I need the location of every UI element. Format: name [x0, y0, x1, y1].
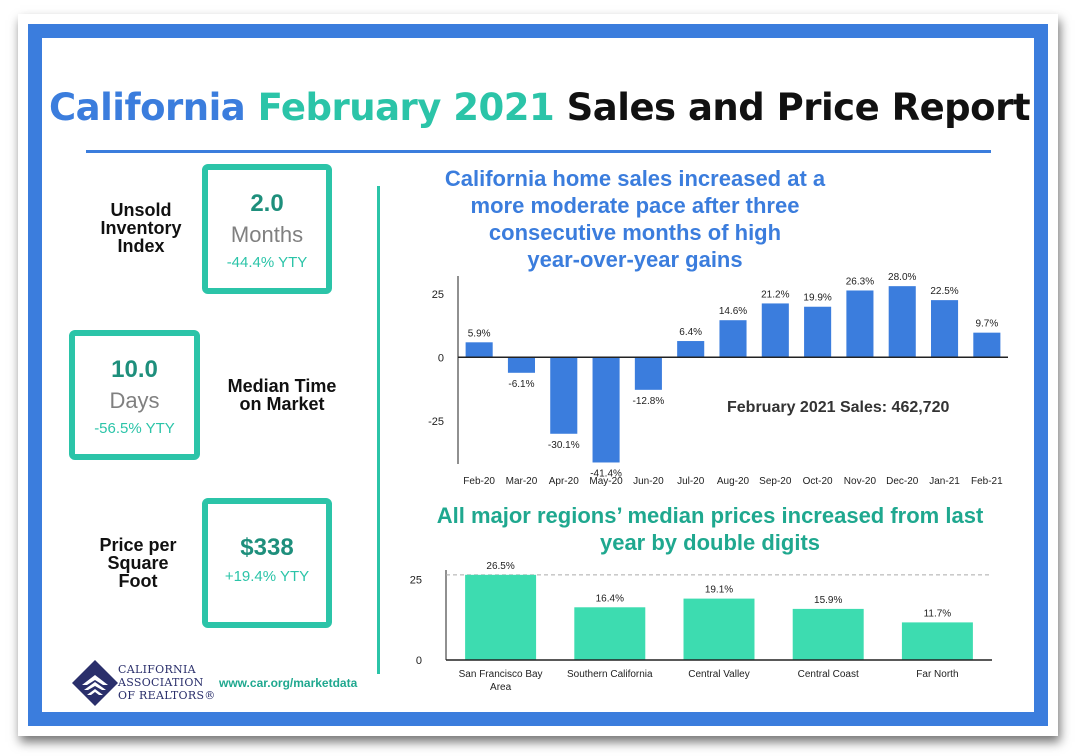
kpi-dom-value: 10.0	[111, 356, 158, 383]
kpi-ppsf-box: $338 +19.4% YTY	[202, 498, 332, 628]
title-period: February 2021	[257, 86, 555, 129]
data-label-May-20: -41.4%	[590, 468, 622, 479]
title-divider	[86, 150, 991, 153]
x-tick-label-region-4-0: Far North	[916, 669, 958, 680]
x-tick-label-Jan-21: Jan-21	[929, 476, 960, 487]
sales-chart: 250-255.9%Feb-20-6.1%Mar-20-30.1%Apr-20-…	[428, 272, 1008, 487]
bar-Jun-20	[634, 357, 662, 390]
bar-Mar-20	[507, 357, 535, 373]
x-tick-label-Aug-20: Aug-20	[717, 476, 750, 487]
x-tick-label-Jun-20: Jun-20	[633, 476, 664, 487]
bar-Sep-20	[761, 303, 789, 358]
bar-Oct-20	[804, 306, 832, 358]
kpi-ppsf-value: $338	[240, 534, 294, 561]
kpi-inventory-box: 2.0 Months -44.4% YTY	[202, 164, 332, 294]
data-label-Dec-20: 28.0%	[888, 272, 916, 283]
kpi-dom-box: 10.0 Days -56.5% YTY	[69, 330, 200, 460]
data-label-region-0: 26.5%	[486, 562, 514, 572]
data-label-region-2: 19.1%	[705, 585, 733, 596]
x-tick-label-Feb-21: Feb-21	[971, 476, 1003, 487]
bar-region-2	[683, 598, 755, 660]
bar-Apr-20	[550, 357, 578, 434]
data-label-Sep-20: 21.2%	[761, 289, 789, 300]
sales-annotation: February 2021 Sales: 462,720	[727, 399, 949, 416]
bar-region-4	[901, 622, 973, 660]
data-label-Nov-20: 26.3%	[846, 276, 874, 287]
bar-Jul-20	[677, 341, 705, 358]
kpi-inventory-label: Unsold Inventory Index	[100, 200, 182, 256]
bar-region-3	[792, 608, 864, 660]
bar-region-0	[465, 574, 537, 660]
x-tick-label-Dec-20: Dec-20	[886, 476, 919, 487]
y-tick-label-1: 0	[438, 352, 444, 364]
data-label-Apr-20: -30.1%	[548, 440, 580, 451]
kpi-inventory-value: 2.0	[250, 190, 284, 217]
x-tick-label-Sep-20: Sep-20	[759, 476, 792, 487]
page-title: California February 2021 Sales and Price…	[0, 86, 1079, 129]
x-tick-label-Feb-20: Feb-20	[463, 476, 495, 487]
kpi-dom-yty: -56.5% YTY	[94, 420, 175, 437]
car-logo-icon	[72, 660, 118, 706]
bar-May-20	[592, 357, 620, 463]
y-tick-label-0: 25	[410, 575, 422, 587]
x-tick-label-region-3-0: Central Coast	[798, 669, 859, 680]
y-tick-label-0: 25	[432, 289, 444, 301]
kpi-dom-label: Median Time on Market	[227, 376, 337, 414]
title-report: Sales and Price Report	[566, 86, 1031, 129]
data-label-Feb-20: 5.9%	[468, 328, 491, 339]
x-tick-label-Apr-20: Apr-20	[549, 476, 579, 487]
bar-Feb-21	[973, 332, 1001, 358]
bar-Aug-20	[719, 320, 747, 358]
kpi-dom-unit: Days	[109, 388, 160, 413]
sales-chart-title: California home sales increased at a mor…	[444, 166, 826, 272]
data-label-Jun-20: -12.8%	[633, 396, 665, 407]
kpi-ppsf-yty: +19.4% YTY	[224, 568, 310, 585]
kpi-inventory-unit: Months	[230, 222, 304, 247]
kpi-inventory-yty: -44.4% YTY	[226, 254, 308, 271]
data-label-Feb-21: 9.7%	[975, 319, 998, 330]
x-tick-label-Jul-20: Jul-20	[677, 476, 705, 487]
x-tick-label-Nov-20: Nov-20	[844, 476, 877, 487]
x-tick-label-region-0-0: San Francisco Bay	[459, 669, 543, 680]
bar-region-1	[574, 607, 646, 660]
title-region: California	[48, 86, 246, 129]
x-tick-label-region-0-1: Area	[490, 682, 512, 693]
data-label-region-4: 11.7%	[924, 608, 952, 619]
x-tick-label-Mar-20: Mar-20	[506, 476, 538, 487]
data-label-Jul-20: 6.4%	[679, 327, 702, 338]
bar-Feb-20	[465, 342, 493, 358]
data-label-Oct-20: 19.9%	[803, 293, 831, 304]
data-label-Aug-20: 14.6%	[719, 306, 747, 317]
car-logo-text: CALIFORNIA ASSOCIATION OF REALTORS®	[118, 663, 216, 702]
column-divider	[377, 186, 380, 674]
y-tick-label-1: 0	[416, 655, 422, 667]
x-tick-label-Oct-20: Oct-20	[803, 476, 833, 487]
kpi-ppsf-label: Price per Square Foot	[99, 535, 177, 591]
prices-chart: 25 0 26.5% San Francisco Bay Area 16.4% Southe…	[410, 562, 992, 693]
x-tick-label-region-1-0: Southern California	[567, 669, 653, 680]
y-tick-label-2: -25	[428, 416, 444, 428]
data-label-Mar-20: -6.1%	[508, 379, 534, 390]
data-label-region-3: 15.9%	[814, 595, 842, 606]
bar-Jan-21	[931, 300, 959, 358]
bar-Dec-20	[888, 286, 916, 358]
x-tick-label-May-20: May-20	[589, 476, 623, 487]
data-label-region-1: 16.4%	[596, 593, 624, 604]
market-data-link[interactable]: www.car.org/marketdata	[219, 676, 358, 690]
data-label-Jan-21: 22.5%	[930, 286, 958, 297]
prices-chart-title: All major regions’ median prices increas…	[436, 503, 984, 555]
x-tick-label-region-2-0: Central Valley	[688, 669, 750, 680]
bar-Nov-20	[846, 290, 874, 358]
